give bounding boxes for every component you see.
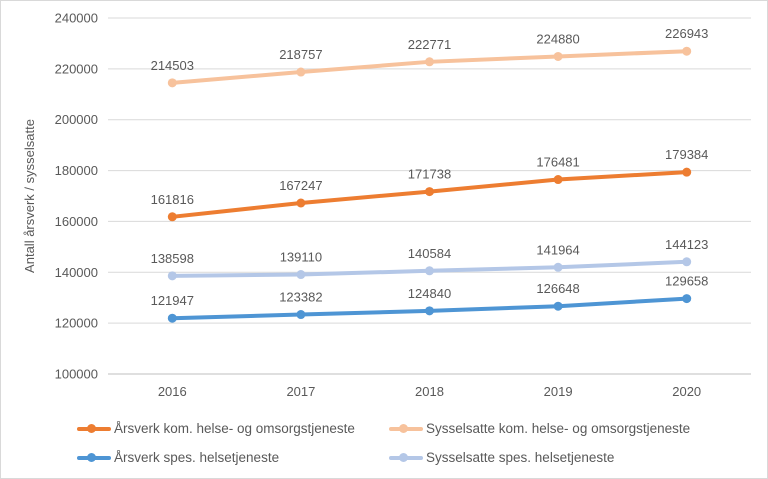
- data-point: [296, 270, 306, 280]
- x-tick-label: 2020: [672, 384, 701, 399]
- x-tick-label: 2017: [286, 384, 315, 399]
- legend-dot-icon: [87, 424, 96, 433]
- data-label: 129658: [665, 274, 708, 289]
- legend-item: Sysselsatte spes. helsetjeneste: [389, 450, 690, 465]
- y-axis-tick-labels: 100000 120000 140000 160000 180000 200000 2200…: [55, 11, 98, 382]
- data-label: 179384: [665, 147, 708, 162]
- y-tick-label: 200000: [55, 112, 98, 127]
- data-label: 140584: [408, 246, 451, 261]
- y-tick-label: 100000: [55, 367, 98, 382]
- data-point: [425, 266, 434, 276]
- legend-item: Årsverk spes. helsetjeneste: [77, 450, 389, 465]
- data-point: [167, 212, 177, 222]
- legend-label: Sysselsatte spes. helsetjeneste: [426, 450, 615, 465]
- data-label: 139110: [280, 250, 322, 265]
- data-point: [682, 46, 692, 56]
- y-tick-label: 160000: [55, 214, 98, 229]
- legend-label: Årsverk kom. helse- og omsorgstjeneste: [114, 421, 355, 436]
- data-label: 218757: [279, 47, 322, 62]
- data-point: [553, 262, 563, 272]
- data-label: 171738: [408, 167, 451, 182]
- line-chart-plot: 100000 120000 140000 160000 180000 200000 2200…: [22, 11, 751, 399]
- data-point: [553, 175, 563, 185]
- data-point: [682, 257, 692, 267]
- data-label: 226943: [665, 26, 708, 41]
- y-tick-label: 180000: [55, 163, 98, 178]
- data-point: [167, 271, 177, 281]
- data-label: 167247: [279, 178, 322, 193]
- legend-item: Årsverk kom. helse- og omsorgstjeneste: [77, 421, 389, 436]
- data-point: [425, 187, 434, 197]
- legend-dot-icon: [399, 453, 408, 462]
- legend-line-marker-icon: [389, 424, 423, 433]
- x-axis-tick-labels: 2016 2017 2018 2019 2020: [158, 384, 701, 399]
- data-point: [553, 51, 563, 61]
- data-label: 124840: [408, 286, 451, 301]
- data-label: 141964: [536, 242, 579, 257]
- y-tick-label: 220000: [55, 61, 98, 76]
- x-tick-label: 2019: [544, 384, 573, 399]
- data-point: [296, 198, 306, 208]
- y-tick-label: 140000: [55, 265, 98, 280]
- data-point: [682, 294, 692, 304]
- data-point: [296, 67, 306, 77]
- data-point: [296, 310, 306, 320]
- series-layer: 161816 167247 171738 176481 179384 214503 2187…: [151, 26, 708, 323]
- data-label: 144123: [665, 237, 708, 252]
- data-point: [167, 78, 177, 88]
- data-label: 126648: [536, 281, 579, 296]
- legend-label: Sysselsatte kom. helse- og omsorgstjenes…: [426, 421, 691, 436]
- data-label: 138598: [151, 251, 194, 266]
- data-label: 161816: [151, 192, 194, 207]
- legend-dot-icon: [399, 424, 408, 433]
- legend-dot-icon: [87, 453, 96, 462]
- y-axis-title: Antall årsverk / sysselsatte: [22, 119, 37, 273]
- legend-line-marker-icon: [77, 453, 111, 462]
- legend-item: Sysselsatte kom. helse- og omsorgstjenes…: [389, 421, 690, 436]
- x-tick-label: 2018: [415, 384, 444, 399]
- data-label: 123382: [279, 290, 322, 305]
- y-tick-label: 240000: [55, 11, 98, 26]
- data-point: [425, 306, 434, 316]
- legend-line-marker-icon: [77, 424, 111, 433]
- x-tick-label: 2016: [158, 384, 187, 399]
- data-point: [682, 167, 692, 177]
- legend-line-marker-icon: [389, 453, 423, 462]
- data-label: 224880: [536, 31, 579, 46]
- legend-label: Årsverk spes. helsetjeneste: [114, 450, 280, 465]
- data-point: [553, 301, 563, 311]
- data-point: [425, 57, 434, 67]
- series-line: [170, 49, 689, 85]
- data-point: [167, 313, 177, 323]
- data-label: 222771: [408, 37, 451, 52]
- data-label: 121947: [151, 293, 194, 308]
- chart-legend: Årsverk kom. helse- og omsorgstjeneste Sy…: [77, 414, 690, 472]
- y-tick-label: 120000: [55, 316, 98, 331]
- data-label: 176481: [536, 155, 579, 170]
- data-label: 214503: [151, 58, 194, 73]
